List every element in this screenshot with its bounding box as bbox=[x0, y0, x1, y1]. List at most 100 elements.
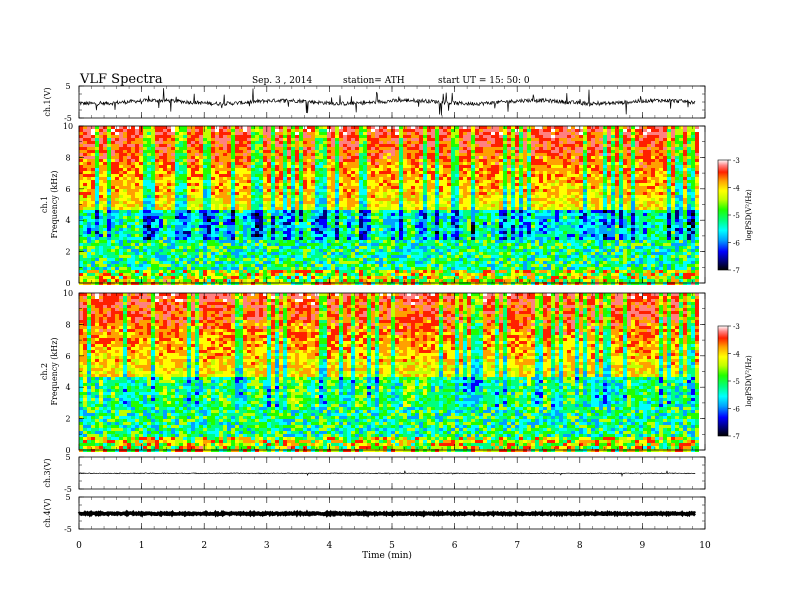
spectrogram-cell bbox=[107, 159, 111, 162]
spectrogram-cell bbox=[443, 153, 447, 156]
spectrogram-cell bbox=[383, 159, 387, 162]
spectrogram-cell bbox=[387, 126, 391, 129]
spectrogram-cell bbox=[335, 186, 339, 189]
spectrogram-cell bbox=[103, 129, 107, 132]
spectrogram-cell bbox=[199, 258, 203, 261]
spectrogram-cell bbox=[283, 273, 287, 276]
spectrogram-cell bbox=[251, 267, 255, 270]
spectrogram-cell bbox=[279, 147, 283, 150]
spectrogram-cell bbox=[431, 150, 435, 153]
spectrogram-cell bbox=[123, 237, 127, 240]
spectrogram-cell bbox=[431, 234, 435, 237]
spectrogram-cell bbox=[287, 159, 291, 162]
spectrogram-cell bbox=[279, 162, 283, 165]
spectrogram-cell bbox=[259, 234, 263, 237]
spectrogram-cell bbox=[331, 162, 335, 165]
spectrogram-cell bbox=[171, 126, 175, 129]
spectrogram-cell bbox=[143, 138, 147, 141]
spectrogram-cell bbox=[363, 270, 367, 273]
spectrogram-cell bbox=[83, 189, 87, 192]
spectrogram-cell bbox=[111, 231, 115, 234]
spectrogram-cell bbox=[411, 174, 415, 177]
spectrogram-cell bbox=[371, 186, 375, 189]
spectrogram-cell bbox=[151, 159, 155, 162]
spectrogram-cell bbox=[263, 126, 267, 129]
spectrogram-cell bbox=[287, 279, 291, 282]
spectrogram-cell bbox=[415, 132, 419, 135]
spectrogram-cell bbox=[375, 216, 379, 219]
spectrogram-cell bbox=[387, 174, 391, 177]
spectrogram-cell bbox=[83, 231, 87, 234]
spectrogram-cell bbox=[127, 252, 131, 255]
spectrogram-cell bbox=[175, 219, 179, 222]
spectrogram-cell bbox=[211, 252, 215, 255]
spectrogram-cell bbox=[143, 144, 147, 147]
spectrogram-cell bbox=[219, 132, 223, 135]
spectrogram-cell bbox=[235, 186, 239, 189]
spectrogram-cell bbox=[307, 153, 311, 156]
spectrogram-cell bbox=[195, 210, 199, 213]
spectrogram-cell bbox=[211, 267, 215, 270]
spectrogram-cell bbox=[399, 222, 403, 225]
spectrogram-cell bbox=[131, 258, 135, 261]
spectrogram-cell bbox=[263, 180, 267, 183]
spectrogram-cell bbox=[407, 231, 411, 234]
spectrogram-cell bbox=[411, 147, 415, 150]
spectrogram-cell bbox=[259, 243, 263, 246]
spectrogram-cell bbox=[287, 195, 291, 198]
spectrogram-cell bbox=[395, 165, 399, 168]
spectrogram-cell bbox=[163, 183, 167, 186]
spectrogram-cell bbox=[383, 252, 387, 255]
spectrogram-cell bbox=[427, 261, 431, 264]
spectrogram-cell bbox=[243, 147, 247, 150]
spectrogram-cell bbox=[243, 264, 247, 267]
spectrogram-cell bbox=[147, 177, 151, 180]
spectrogram-cell bbox=[211, 129, 215, 132]
spectrogram-cell bbox=[155, 174, 159, 177]
spectrogram-cell bbox=[415, 270, 419, 273]
spectrogram-cell bbox=[379, 183, 383, 186]
spectrogram-cell bbox=[347, 255, 351, 258]
spectrogram-cell bbox=[263, 210, 267, 213]
spectrogram-cell bbox=[131, 135, 135, 138]
spectrogram-cell bbox=[339, 225, 343, 228]
spectrogram-cell bbox=[299, 198, 303, 201]
spectrogram-cell bbox=[291, 276, 295, 279]
spectrogram-cell bbox=[231, 273, 235, 276]
spectrogram-cell bbox=[135, 264, 139, 267]
spectrogram-cell bbox=[267, 138, 271, 141]
spectrogram-cell bbox=[207, 159, 211, 162]
spectrogram-cell bbox=[299, 210, 303, 213]
spectrogram-cell bbox=[99, 132, 103, 135]
spectrogram-cell bbox=[251, 186, 255, 189]
spectrogram-cell bbox=[367, 132, 371, 135]
spectrogram-cell bbox=[167, 264, 171, 267]
spectrogram-cell bbox=[175, 270, 179, 273]
spectrogram-cell bbox=[131, 147, 135, 150]
spectrogram-cell bbox=[215, 252, 219, 255]
spectrogram-cell bbox=[79, 204, 83, 207]
spectrogram-cell bbox=[243, 129, 247, 132]
spectrogram-cell bbox=[435, 258, 439, 261]
spectrogram-cell bbox=[291, 282, 295, 285]
spectrogram-cell bbox=[259, 264, 263, 267]
spectrogram-cell bbox=[351, 246, 355, 249]
spectrogram-cell bbox=[191, 267, 195, 270]
spectrogram-cell bbox=[375, 189, 379, 192]
spectrogram-cell bbox=[219, 135, 223, 138]
spectrogram-cell bbox=[327, 264, 331, 267]
spectrogram-cell bbox=[403, 219, 407, 222]
spectrogram-cell bbox=[399, 210, 403, 213]
spectrogram-cell bbox=[199, 153, 203, 156]
spectrogram-cell bbox=[247, 234, 251, 237]
spectrogram-cell bbox=[99, 252, 103, 255]
spectrogram-cell bbox=[179, 165, 183, 168]
spectrogram-cell bbox=[235, 174, 239, 177]
spectrogram-cell bbox=[323, 129, 327, 132]
spectrogram-cell bbox=[111, 276, 115, 279]
spectrogram-cell bbox=[403, 189, 407, 192]
spectrogram-cell bbox=[355, 138, 359, 141]
spectrogram-cell bbox=[175, 183, 179, 186]
spectrogram-cell bbox=[279, 174, 283, 177]
spectrogram-cell bbox=[351, 183, 355, 186]
